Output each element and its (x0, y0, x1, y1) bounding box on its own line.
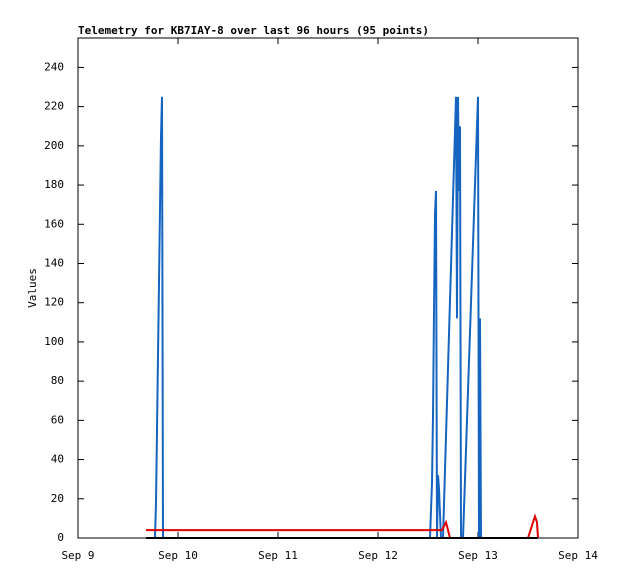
series-line (146, 96, 538, 539)
x-tick-label: Sep 10 (158, 549, 198, 562)
y-axis-label: Values (26, 268, 39, 308)
y-tick-label: 180 (44, 178, 64, 191)
y-tick-label: 60 (51, 413, 64, 426)
x-tick-label: Sep 14 (558, 549, 598, 562)
y-tick-label: 160 (44, 217, 64, 230)
x-tick-label: Sep 12 (358, 549, 398, 562)
x-tick-label: Sep 13 (458, 549, 498, 562)
chart-title: Telemetry for KB7IAY-8 over last 96 hour… (78, 24, 429, 37)
plot-frame (77, 37, 579, 539)
x-tick-label: Sep 11 (258, 549, 298, 562)
y-tick-label: 80 (51, 374, 64, 387)
y-tick-label: 40 (51, 453, 64, 466)
x-tick-label: Sep 9 (61, 549, 94, 562)
y-tick-label: 100 (44, 335, 64, 348)
y-tick-label: 120 (44, 296, 64, 309)
y-tick-label: 140 (44, 256, 64, 269)
y-tick-label: 0 (57, 531, 64, 544)
y-tick-label: 20 (51, 492, 64, 505)
y-tick-label: 200 (44, 139, 64, 152)
y-tick-label: 220 (44, 100, 64, 113)
y-tick-label: 240 (44, 60, 64, 73)
